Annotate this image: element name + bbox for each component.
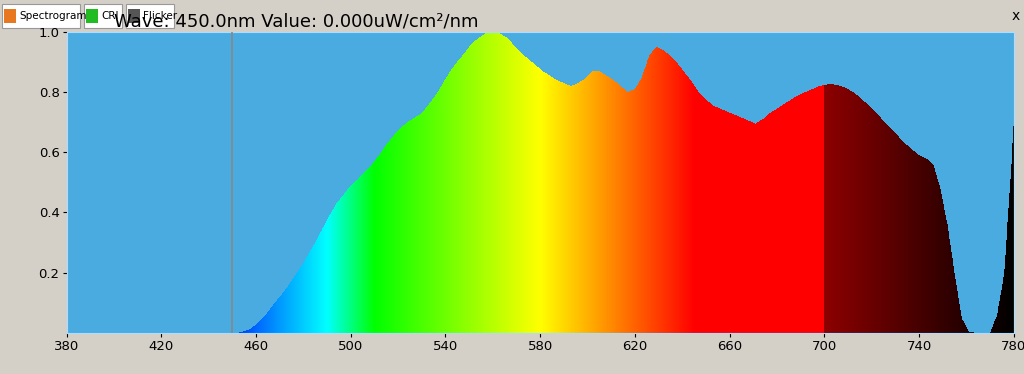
FancyBboxPatch shape [84,4,122,28]
FancyBboxPatch shape [126,4,174,28]
Bar [86,9,98,23]
Text: Flicker: Flicker [143,11,177,21]
Bar [128,9,140,23]
Text: Wave: 450.0nm Value: 0.000uW/cm²/nm: Wave: 450.0nm Value: 0.000uW/cm²/nm [114,12,478,30]
Text: Spectrogram: Spectrogram [19,11,86,21]
FancyBboxPatch shape [2,4,80,28]
Text: CRI: CRI [101,11,119,21]
Bar [4,9,16,23]
Text: x: x [1012,9,1020,23]
